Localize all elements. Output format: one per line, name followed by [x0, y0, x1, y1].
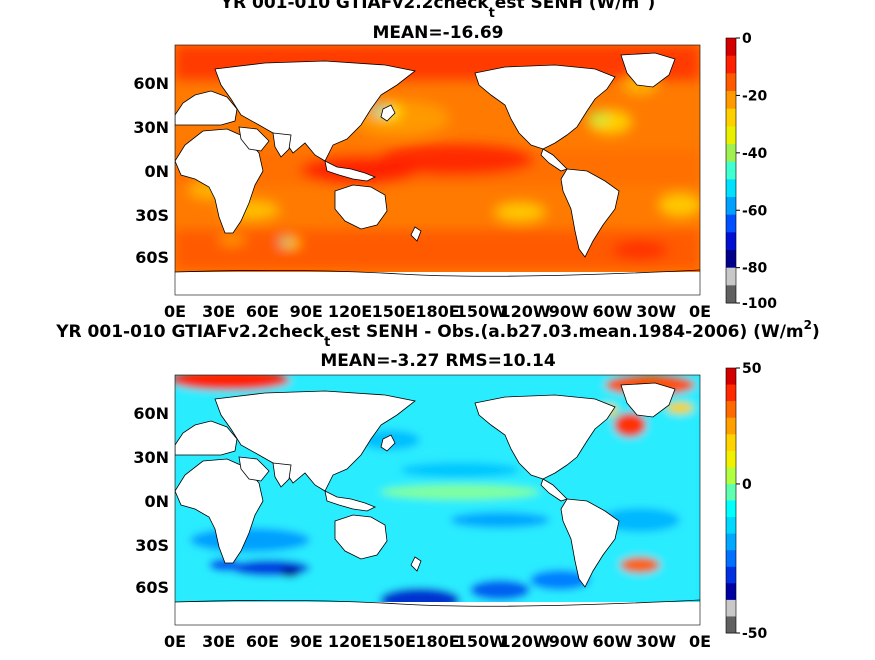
colorbar-swatch [726, 616, 736, 634]
x-tick-label: 90E [290, 632, 323, 651]
colorbar-tick-label: -100 [742, 296, 777, 312]
bottom-axes-frame [174, 374, 701, 626]
bottom-subtitle: MEAN=-3.27 RMS=10.14 [320, 351, 556, 371]
y-tick-label: 60N [133, 404, 169, 423]
colorbar-swatch [726, 55, 736, 74]
colorbar-swatch [726, 144, 736, 163]
x-tick-label: 30E [202, 632, 235, 651]
colorbar-swatch [726, 434, 736, 452]
x-tick-label: 180E [415, 302, 459, 321]
x-tick-label: 0E [689, 302, 711, 321]
colorbar-swatch [726, 384, 736, 402]
top-title: YR 001-010 GTIAFv2.2checktest SENH (W/m2… [220, 0, 656, 21]
x-tick-label: 30W [636, 302, 676, 321]
y-tick-label: 0N [144, 162, 169, 181]
x-tick-label: 120W [499, 632, 550, 651]
colorbar-tick-label: 0 [742, 31, 752, 47]
x-tick-label: 120W [499, 302, 550, 321]
y-tick-label: 60N [133, 74, 169, 93]
top-y-ticks: 60N 30N 0N 30S 60S [133, 74, 169, 267]
bottom-panel: YR 001-010 GTIAFv2.2checktest SENH - Obs… [55, 318, 820, 651]
colorbar-swatch [726, 161, 736, 180]
x-tick-label: 150E [372, 632, 416, 651]
x-tick-label: 0E [689, 632, 711, 651]
colorbar-swatch [726, 450, 736, 468]
x-tick-label: 60W [593, 632, 633, 651]
y-tick-label: 30S [135, 536, 169, 555]
colorbar-swatch [726, 500, 736, 518]
colorbar-tick-label: 50 [742, 361, 762, 377]
x-tick-label: 150W [456, 632, 507, 651]
x-tick-label: 120E [328, 632, 372, 651]
x-tick-label: 30W [636, 632, 676, 651]
colorbar-swatch [726, 483, 736, 501]
colorbar-swatch [726, 550, 736, 568]
x-tick-label: 90E [290, 302, 323, 321]
x-tick-label: 90W [549, 302, 589, 321]
colorbar-swatch [726, 91, 736, 110]
colorbar-tick-label: -20 [742, 88, 768, 104]
colorbar-swatch [726, 368, 736, 386]
colorbar-tick-label: -60 [742, 203, 768, 219]
colorbar-swatch [726, 179, 736, 198]
colorbar-swatch [726, 73, 736, 92]
colorbar-swatch [726, 583, 736, 601]
x-tick-label: 60W [593, 302, 633, 321]
colorbar-swatch [726, 38, 736, 57]
y-tick-label: 30N [133, 118, 169, 137]
y-tick-label: 30N [133, 448, 169, 467]
y-tick-label: 60S [135, 248, 169, 267]
colorbar-swatch [726, 108, 736, 127]
x-tick-label: 0E [164, 302, 186, 321]
colorbar-swatch [726, 232, 736, 251]
colorbar-swatch [726, 267, 736, 286]
x-tick-label: 0E [164, 632, 186, 651]
colorbar-tick-label: -40 [742, 146, 768, 162]
x-tick-label: 120E [328, 302, 372, 321]
colorbar-tick-label: -80 [742, 261, 768, 277]
top-map-field [175, 45, 700, 295]
colorbar-tick-label: -50 [742, 626, 768, 642]
colorbar-swatch [726, 250, 736, 269]
x-tick-label: 180E [415, 632, 459, 651]
colorbar-swatch [726, 517, 736, 535]
colorbar-swatch [726, 214, 736, 233]
colorbar-swatch [726, 599, 736, 617]
colorbar-swatch [726, 197, 736, 216]
x-tick-label: 60E [246, 302, 279, 321]
bottom-colorbar: 50 0 -50 [725, 361, 768, 642]
colorbar-swatch [726, 126, 736, 145]
top-colorbar: 0 -20 -40 -60 -80 -100 [725, 31, 777, 312]
colorbar-swatch [726, 417, 736, 435]
colorbar-swatch [726, 467, 736, 485]
x-tick-label: 60E [246, 632, 279, 651]
bottom-title: YR 001-010 GTIAFv2.2checktest SENH - Obs… [55, 318, 820, 350]
colorbar-frame [725, 367, 737, 634]
colorbar-swatch [726, 285, 736, 304]
y-tick-label: 30S [135, 206, 169, 225]
y-tick-label: 60S [135, 578, 169, 597]
top-subtitle: MEAN=-16.69 [373, 23, 504, 43]
x-tick-label: 150E [372, 302, 416, 321]
colorbar-tick-label: 0 [742, 477, 752, 493]
x-tick-label: 150W [456, 302, 507, 321]
x-tick-label: 30E [202, 302, 235, 321]
top-panel: YR 001-010 GTIAFv2.2checktest SENH (W/m2… [133, 0, 777, 321]
colorbar-swatch [726, 401, 736, 419]
colorbar-swatch [726, 533, 736, 551]
y-tick-label: 0N [144, 492, 169, 511]
top-axes-frame [174, 44, 701, 296]
bottom-map-field [175, 375, 700, 625]
colorbar-swatch [726, 566, 736, 584]
colorbar-frame [725, 37, 737, 304]
bottom-y-ticks: 60N 30N 0N 30S 60S [133, 404, 169, 597]
x-tick-label: 90W [549, 632, 589, 651]
